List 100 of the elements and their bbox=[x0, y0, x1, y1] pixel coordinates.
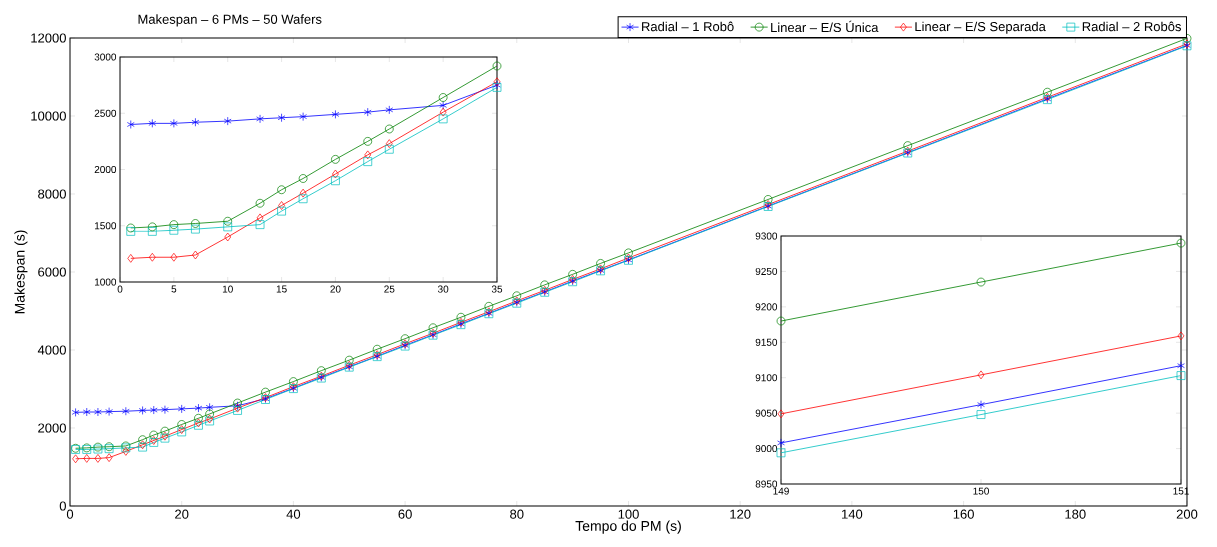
point bbox=[72, 454, 79, 464]
point bbox=[344, 355, 354, 365]
y-tick-label: 1500 bbox=[95, 222, 117, 230]
point bbox=[568, 269, 577, 279]
x-tick-label: 35 bbox=[491, 285, 503, 293]
y-axis-title: Makespan (s) bbox=[14, 230, 28, 314]
point bbox=[105, 453, 113, 462]
point bbox=[277, 206, 286, 216]
point bbox=[261, 387, 270, 397]
y-tick-label: 6000 bbox=[38, 267, 66, 277]
y-tick-label: 10000 bbox=[31, 111, 66, 121]
point bbox=[298, 194, 308, 204]
x-tick-label: 0 bbox=[66, 509, 74, 519]
point bbox=[278, 201, 285, 210]
point bbox=[776, 316, 786, 326]
point bbox=[205, 409, 214, 419]
x-tick-label: 200 bbox=[1176, 509, 1198, 519]
y-tick-label: 9300 bbox=[755, 232, 778, 240]
point bbox=[331, 155, 340, 164]
point bbox=[299, 112, 307, 121]
point bbox=[456, 312, 466, 322]
point bbox=[191, 219, 200, 228]
x-tick-label: 149 bbox=[773, 487, 789, 495]
point bbox=[224, 232, 232, 242]
point bbox=[1177, 331, 1185, 341]
point bbox=[148, 252, 156, 262]
point bbox=[71, 408, 80, 417]
point bbox=[148, 119, 157, 128]
point bbox=[596, 259, 605, 268]
chart-title: Makespan – 6 PMs – 50 Wafers bbox=[138, 14, 322, 27]
point bbox=[624, 248, 633, 258]
point bbox=[149, 430, 159, 440]
point bbox=[177, 404, 186, 414]
point bbox=[256, 213, 264, 223]
point bbox=[1182, 34, 1192, 43]
point bbox=[1176, 238, 1186, 248]
x-tick-label: 30 bbox=[437, 285, 449, 293]
point bbox=[976, 277, 986, 287]
point bbox=[194, 403, 203, 413]
point bbox=[223, 222, 233, 232]
x-tick-label: 100 bbox=[618, 509, 639, 519]
point bbox=[976, 410, 986, 419]
point bbox=[1177, 361, 1185, 371]
x-tick-label: 40 bbox=[286, 509, 301, 519]
legend-label: Linear – E/S Separada bbox=[915, 21, 1046, 34]
y-tick-label: 8000 bbox=[38, 189, 66, 199]
point bbox=[364, 150, 372, 160]
point bbox=[255, 220, 265, 229]
point bbox=[223, 216, 233, 226]
point bbox=[191, 117, 200, 127]
legend-label: Radial – 1 Robô bbox=[642, 21, 734, 32]
point bbox=[363, 157, 373, 166]
point bbox=[138, 406, 147, 415]
legend-label: Radial – 2 Robôs bbox=[1082, 21, 1181, 32]
point bbox=[1043, 87, 1052, 97]
x-tick-label: 80 bbox=[510, 509, 524, 519]
y-tick-label: 0 bbox=[59, 501, 66, 511]
x-tick-label: 140 bbox=[842, 509, 863, 519]
x-tick-label: 10 bbox=[222, 285, 233, 293]
x-tick-label: 151 bbox=[1173, 487, 1189, 495]
point bbox=[438, 93, 448, 102]
y-tick-label: 8950 bbox=[755, 480, 778, 488]
y-tick-label: 3000 bbox=[94, 53, 117, 61]
point bbox=[484, 301, 494, 311]
x-tick-label: 60 bbox=[398, 509, 412, 519]
y-tick-label: 9000 bbox=[755, 445, 778, 453]
point bbox=[512, 291, 522, 301]
point bbox=[277, 185, 286, 195]
point bbox=[492, 61, 502, 71]
point bbox=[105, 407, 113, 416]
y-tick-label: 4000 bbox=[37, 345, 66, 355]
point bbox=[777, 409, 785, 419]
point bbox=[256, 114, 264, 124]
point bbox=[126, 120, 135, 129]
point bbox=[289, 377, 298, 386]
point bbox=[776, 448, 786, 458]
y-tick-label: 2500 bbox=[94, 109, 117, 117]
point bbox=[385, 105, 394, 115]
point bbox=[1176, 371, 1186, 380]
y-tick-label: 9100 bbox=[755, 374, 778, 382]
point bbox=[147, 222, 157, 232]
x-axis-title: Tempo do PM (s) bbox=[575, 520, 681, 534]
x-tick-label: 150 bbox=[973, 487, 989, 495]
y-tick-label: 9150 bbox=[755, 338, 778, 346]
point bbox=[385, 139, 393, 148]
point bbox=[194, 413, 203, 423]
point bbox=[191, 224, 200, 234]
point bbox=[94, 454, 102, 463]
point bbox=[94, 407, 102, 417]
point bbox=[147, 227, 157, 236]
point bbox=[439, 101, 447, 110]
point bbox=[126, 223, 136, 233]
point bbox=[763, 195, 773, 204]
point bbox=[977, 400, 985, 409]
point bbox=[363, 137, 373, 146]
y-tick-label: 9200 bbox=[755, 303, 778, 311]
y-tick-label: 12000 bbox=[31, 33, 66, 43]
y-tick-label: 9250 bbox=[755, 267, 778, 275]
point bbox=[363, 107, 372, 117]
y-tick-label: 1000 bbox=[95, 278, 117, 286]
